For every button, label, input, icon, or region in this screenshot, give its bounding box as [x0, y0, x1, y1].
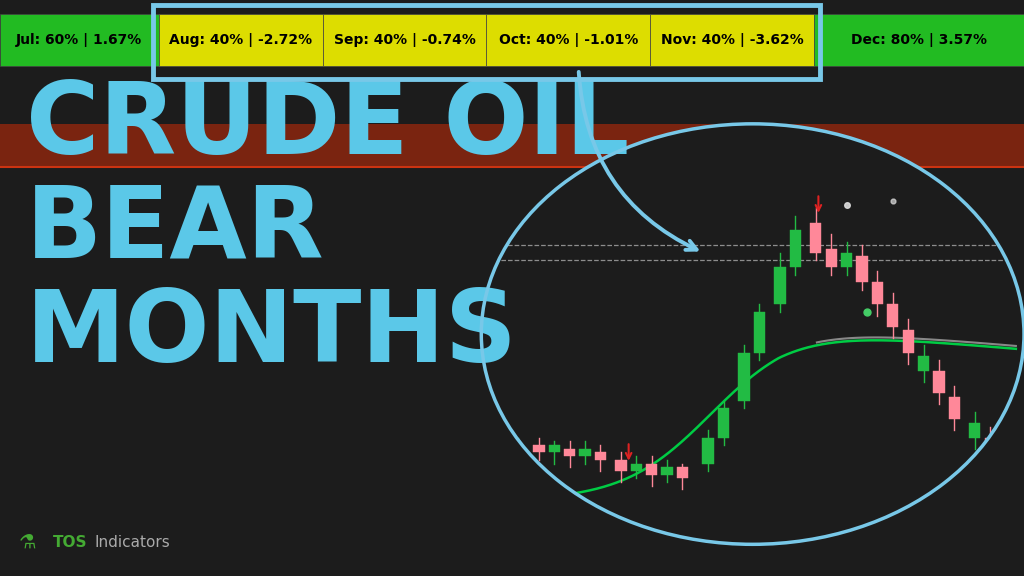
- Bar: [969, 423, 980, 438]
- Text: BEAR: BEAR: [26, 182, 325, 279]
- Bar: [1000, 460, 1012, 475]
- Bar: [549, 445, 560, 453]
- Bar: [646, 464, 657, 475]
- Bar: [486, 14, 650, 66]
- Bar: [513, 445, 524, 453]
- Bar: [933, 371, 944, 393]
- Ellipse shape: [481, 124, 1024, 544]
- Bar: [814, 14, 1024, 66]
- Text: Jul: 60% | 1.67%: Jul: 60% | 1.67%: [16, 33, 142, 47]
- Bar: [918, 357, 929, 371]
- Bar: [0, 124, 1024, 167]
- Text: CRUDE OIL: CRUDE OIL: [26, 78, 629, 175]
- Bar: [902, 331, 913, 353]
- Bar: [948, 397, 959, 419]
- Bar: [738, 353, 750, 401]
- Text: ⚗: ⚗: [18, 533, 36, 552]
- Bar: [718, 408, 729, 438]
- Text: MONTHS: MONTHS: [26, 286, 517, 382]
- Bar: [810, 223, 821, 253]
- Bar: [754, 312, 765, 353]
- Bar: [323, 14, 486, 66]
- Text: Oct: 40% | -1.01%: Oct: 40% | -1.01%: [499, 33, 638, 47]
- Text: TOS: TOS: [53, 535, 88, 550]
- Text: Dec: 80% | 3.57%: Dec: 80% | 3.57%: [851, 33, 987, 47]
- Bar: [534, 445, 545, 453]
- Bar: [887, 305, 898, 327]
- Bar: [159, 14, 323, 66]
- Bar: [856, 256, 867, 282]
- Bar: [984, 438, 996, 456]
- Bar: [662, 467, 673, 475]
- Text: Aug: 40% | -2.72%: Aug: 40% | -2.72%: [169, 33, 312, 47]
- Bar: [790, 230, 801, 267]
- Bar: [615, 460, 627, 471]
- Bar: [564, 449, 575, 456]
- Bar: [825, 249, 837, 267]
- Bar: [841, 253, 852, 267]
- Bar: [871, 282, 883, 305]
- Text: Nov: 40% | -3.62%: Nov: 40% | -3.62%: [660, 33, 804, 47]
- Bar: [702, 438, 714, 464]
- Bar: [650, 14, 814, 66]
- Text: Sep: 40% | -0.74%: Sep: 40% | -0.74%: [334, 33, 475, 47]
- Bar: [595, 453, 606, 460]
- Bar: [580, 449, 591, 456]
- Bar: [677, 467, 688, 479]
- Text: Indicators: Indicators: [94, 535, 170, 550]
- Bar: [0, 14, 159, 66]
- Bar: [774, 267, 785, 305]
- Bar: [631, 464, 642, 471]
